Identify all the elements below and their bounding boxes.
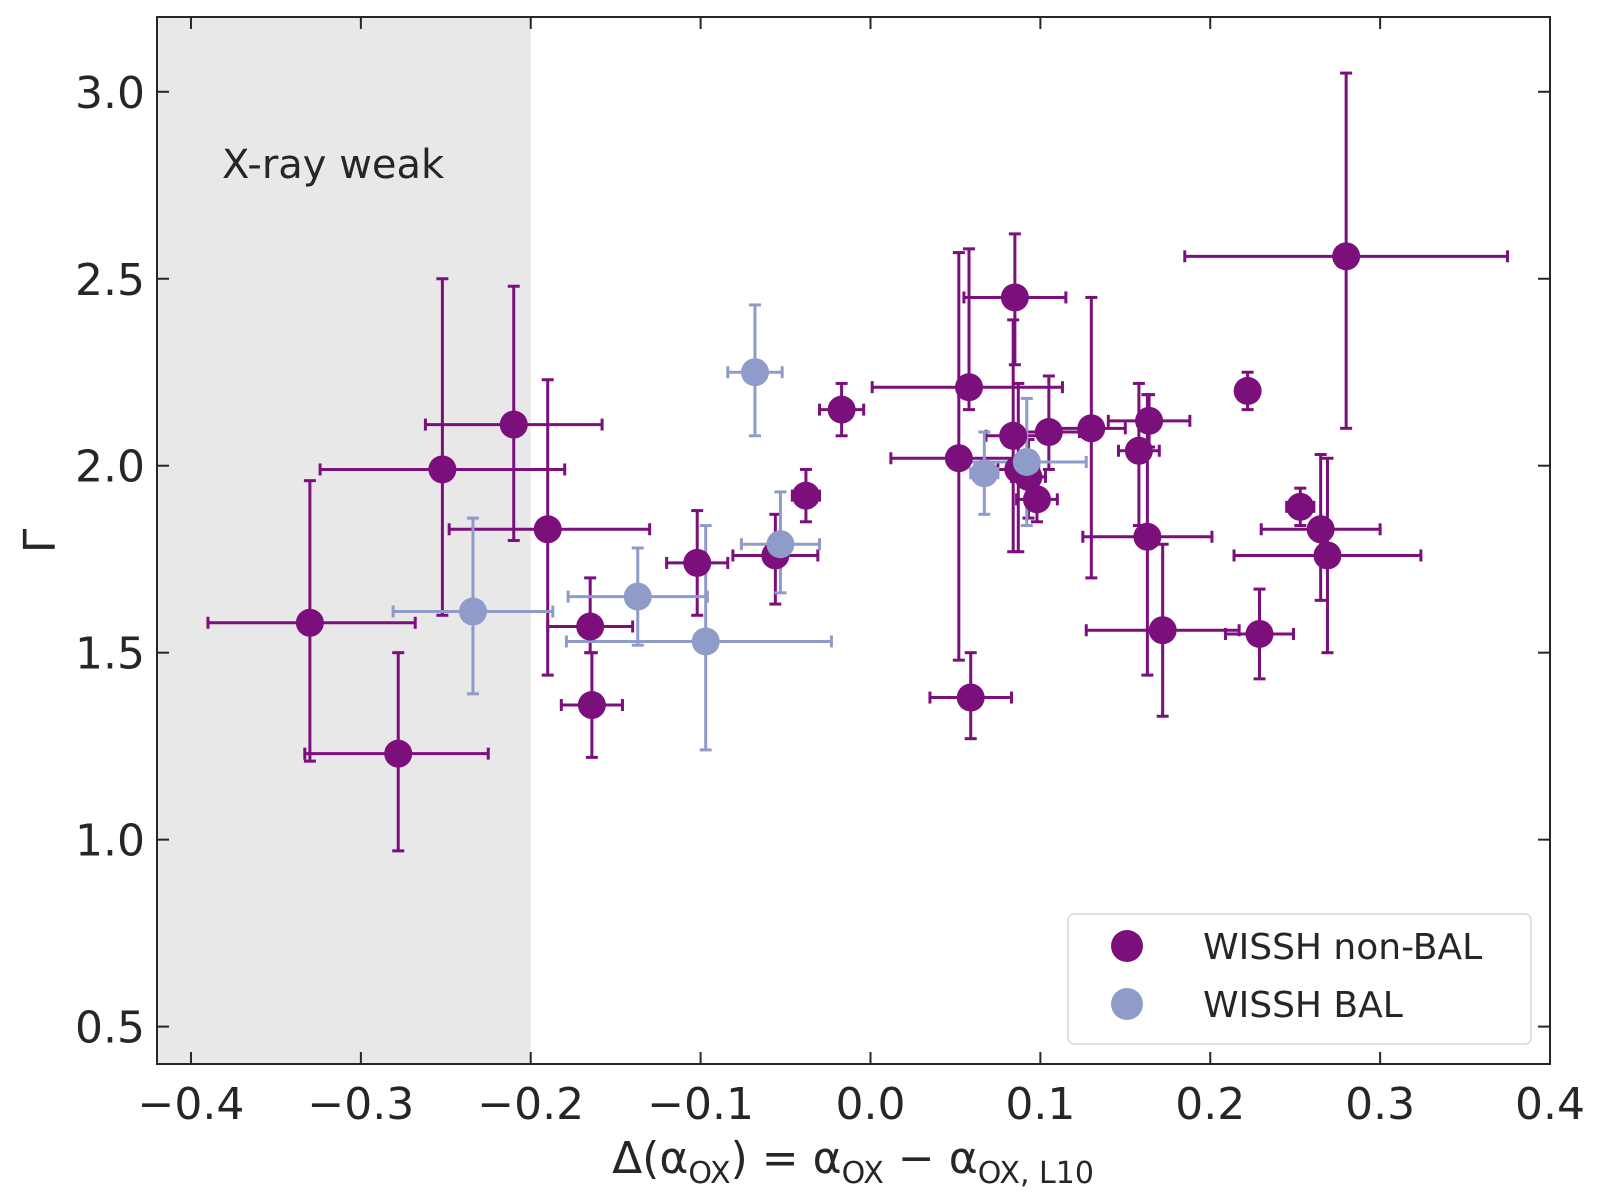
data-point-non-bal xyxy=(955,373,984,402)
y-tick-label: 2.0 xyxy=(75,442,145,493)
data-point-non-bal xyxy=(1133,522,1162,551)
y-tick-label: 1.0 xyxy=(75,816,145,867)
data-point-non-bal xyxy=(576,612,605,641)
x-tick-label: 0.2 xyxy=(1175,1079,1245,1130)
axis-ticks xyxy=(157,17,1551,1064)
data-point-non-bal xyxy=(1332,242,1361,271)
data-point-non-bal xyxy=(1022,485,1051,514)
data-point-non-bal xyxy=(1313,541,1342,570)
data-point-non-bal xyxy=(1233,376,1262,405)
data-point-non-bal xyxy=(944,444,973,473)
data-point-non-bal xyxy=(1124,436,1153,465)
data-point-non-bal xyxy=(384,739,413,768)
x-tick-label: 0.0 xyxy=(835,1079,905,1130)
data-point-non-bal xyxy=(295,608,324,637)
data-point-non-bal xyxy=(1034,418,1063,447)
data-point-bal xyxy=(691,627,720,656)
data-point-non-bal xyxy=(1286,492,1315,521)
x-tick-label: 0.3 xyxy=(1345,1079,1415,1130)
legend-marker-bal xyxy=(1111,988,1143,1020)
data-point-bal xyxy=(458,597,487,626)
data-point-non-bal xyxy=(499,410,528,439)
x-tick-label: −0.3 xyxy=(307,1079,414,1130)
y-tick-label: 0.5 xyxy=(75,1003,145,1054)
data-point-bal xyxy=(623,582,652,611)
data-point-non-bal xyxy=(999,421,1028,450)
plot-frame xyxy=(156,16,1551,1065)
y-tick-label: 2.5 xyxy=(75,255,145,306)
y-axis-label: Γ xyxy=(15,528,66,553)
data-point-non-bal xyxy=(1148,616,1177,645)
data-point-non-bal xyxy=(1135,406,1164,435)
data-point-bal xyxy=(970,459,999,488)
y-tick-labels: 0.5 1.0 1.5 2.0 2.5 3.0 xyxy=(75,68,145,1054)
x-tick-label: −0.4 xyxy=(138,1079,245,1130)
data-point-non-bal xyxy=(683,548,712,577)
x-tick-label: 0.1 xyxy=(1005,1079,1075,1130)
x-tick-label: −0.1 xyxy=(647,1079,754,1130)
data-point-bal xyxy=(740,358,769,387)
data-point-non-bal xyxy=(577,691,606,720)
data-point-non-bal xyxy=(791,481,820,510)
legend-box xyxy=(1067,913,1532,1045)
x-ray-weak-label: X-ray weak xyxy=(222,142,445,188)
x-tick-labels: −0.4 −0.3 −0.2 −0.1 0.0 0.1 0.2 0.3 0.4 xyxy=(138,1079,1585,1130)
data-point-non-bal xyxy=(1077,414,1106,443)
data-point-non-bal xyxy=(956,683,985,712)
x-tick-label: 0.4 xyxy=(1515,1079,1585,1130)
y-tick-label: 3.0 xyxy=(75,68,145,119)
data-markers xyxy=(295,242,1361,768)
data-point-non-bal xyxy=(428,455,457,484)
y-tick-label: 1.5 xyxy=(75,629,145,680)
legend-marker-non-bal xyxy=(1111,930,1143,962)
data-point-non-bal xyxy=(827,395,856,424)
data-point-non-bal xyxy=(1245,619,1274,648)
data-point-bal xyxy=(1012,447,1041,476)
legend-label-non-bal: WISSH non-BAL xyxy=(1203,927,1482,968)
legend: WISSH non-BAL WISSH BAL xyxy=(1067,913,1532,1045)
data-point-bal xyxy=(766,530,795,559)
legend-label-bal: WISSH BAL xyxy=(1203,985,1403,1026)
x-tick-label: −0.2 xyxy=(477,1079,584,1130)
data-point-non-bal xyxy=(1306,515,1335,544)
data-point-non-bal xyxy=(1000,283,1029,312)
x-ray-weak-region xyxy=(157,17,531,1064)
x-axis-label: Δ(αOX) = αOX − αOX, L10 xyxy=(612,1133,1094,1191)
data-point-non-bal xyxy=(533,515,562,544)
